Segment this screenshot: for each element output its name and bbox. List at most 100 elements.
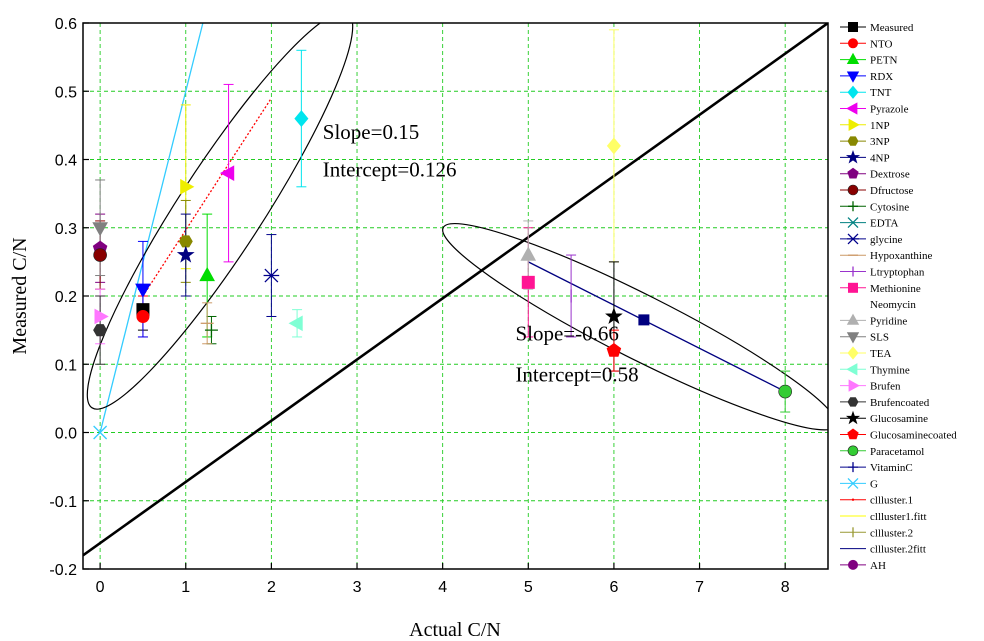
annotations: Slope=0.15 Intercept=0.126 Slope=-0.66 Inte… — [323, 120, 639, 386]
legend-entry: Dextrose — [870, 169, 910, 181]
legend-marker — [847, 428, 859, 440]
point-g — [93, 425, 108, 440]
point-thymine — [288, 315, 303, 332]
x-tick-label: 2 — [267, 579, 276, 596]
legend-entry: EDTA — [870, 218, 899, 230]
legend-marker — [846, 52, 860, 64]
y-tick-label: 0.6 — [55, 16, 77, 33]
y-axis-title: Measured C/N — [9, 237, 31, 354]
legend-entry: cllluster.2 — [870, 527, 913, 539]
legend-entry: Pyridine — [870, 315, 907, 327]
legend-entry: Methionine — [870, 283, 921, 295]
x-tick-label: 1 — [181, 579, 190, 596]
legend-marker — [847, 477, 859, 489]
legend-marker — [851, 498, 855, 501]
legend-entry: G — [870, 478, 878, 490]
legend-entry: VitaminC — [870, 462, 913, 474]
cluster-ellipse — [442, 222, 828, 431]
legend-entry: Cytosine — [870, 201, 909, 213]
legend-marker — [847, 184, 859, 196]
x-tick-label: 6 — [609, 579, 618, 596]
legend-marker — [847, 397, 859, 407]
annotation-slope2: Slope=-0.66 — [515, 321, 618, 345]
legend-entry: 1NP — [870, 120, 890, 132]
legend-entry: Measured — [870, 22, 914, 34]
point-tnt — [294, 110, 309, 128]
legend-marker — [848, 201, 858, 212]
y-tick-label: 0.4 — [55, 153, 77, 170]
point-methionine — [521, 275, 535, 289]
legend-marker — [846, 332, 860, 344]
legend-entry: PETN — [870, 55, 898, 67]
line-identity — [83, 23, 828, 557]
legend-entry: 4NP — [870, 152, 890, 164]
y-tick-label: 0.5 — [55, 84, 77, 101]
cluster-ellipse — [86, 23, 354, 410]
legend-marker — [848, 38, 858, 49]
legend-entry: Paracetamol — [870, 446, 924, 458]
legend-marker — [845, 410, 861, 425]
point-brufencoated — [93, 324, 108, 337]
legend-marker — [845, 150, 861, 164]
legend-marker — [848, 559, 858, 570]
legend-marker — [848, 282, 858, 293]
legend-entry: glycine — [870, 234, 902, 246]
legend-entry: cllluster.2fitt — [870, 544, 926, 556]
legend-marker — [847, 136, 859, 146]
legend-entry: Pyrazole — [870, 104, 909, 116]
x-tick-label: 5 — [524, 579, 533, 596]
legend-entry: Ltryptophan — [870, 267, 925, 279]
legend-entry: 3NP — [870, 136, 890, 148]
legend-entry: TEA — [870, 348, 891, 360]
y-tick-label: -0.2 — [49, 562, 77, 579]
legend-marker — [848, 379, 860, 392]
cluster-ellipses — [86, 23, 828, 431]
point-cytosine — [204, 323, 218, 337]
point-pyridine — [520, 246, 537, 261]
legend-entry: Glucosamine — [870, 413, 928, 425]
point-glycine — [263, 268, 280, 283]
axes: 0 1 2 3 4 5 6 7 8 -0.2 -0.1 0.0 0.1 0.2 0.3 0.4 0.5 0.6 — [49, 16, 789, 596]
point-3np — [178, 235, 193, 248]
legend-marker — [847, 445, 859, 457]
legend-marker — [848, 462, 858, 473]
annotation-slope1: Slope=0.15 — [323, 120, 419, 144]
legend-entry: SLS — [870, 332, 889, 344]
x-tick-label: 8 — [781, 579, 790, 596]
y-tick-label: 0.2 — [55, 289, 77, 306]
legend-entry: Neomycin — [870, 299, 916, 311]
fit-lines — [83, 23, 828, 557]
point-rdx — [135, 283, 151, 298]
point-fit-marker — [638, 314, 650, 326]
annotation-int2: Intercept=0.58 — [515, 362, 638, 386]
legend-entry: Glucosaminecoated — [870, 430, 957, 442]
legend-marker — [847, 217, 859, 229]
point-dfructose — [93, 248, 107, 262]
x-tick-label: 3 — [353, 579, 362, 596]
y-tick-label: -0.1 — [49, 494, 77, 511]
legend-entry: cllluster.1 — [870, 495, 913, 507]
point-petn — [199, 266, 215, 282]
legend-marker — [846, 102, 858, 115]
point-paracetamol — [778, 384, 792, 399]
data-points — [92, 110, 792, 440]
x-tick-label: 0 — [96, 579, 105, 596]
legend-entry: AH — [870, 560, 886, 572]
legend-entry: Thymine — [870, 364, 910, 376]
legend: Measured NTO PETN RDX TNT Pyrazole 1NP 3NP 4NP De… — [840, 22, 957, 572]
legend-entry: Dfructose — [870, 185, 913, 197]
y-tick-label: 0.1 — [55, 357, 77, 374]
y-tick-label: 0.0 — [55, 426, 77, 443]
point-nto — [136, 309, 150, 323]
point-glucosamine — [605, 307, 623, 324]
legend-marker — [846, 313, 860, 325]
legend-marker — [848, 118, 860, 131]
legend-entry: TNT — [870, 87, 892, 99]
y-tick-label: 0.3 — [55, 221, 77, 238]
legend-marker — [847, 167, 859, 179]
point-4np — [176, 245, 195, 263]
legend-entry: cllluster1.fitt — [870, 511, 927, 523]
grid — [83, 22, 828, 570]
line-cllluster1.fitt — [142, 97, 272, 297]
